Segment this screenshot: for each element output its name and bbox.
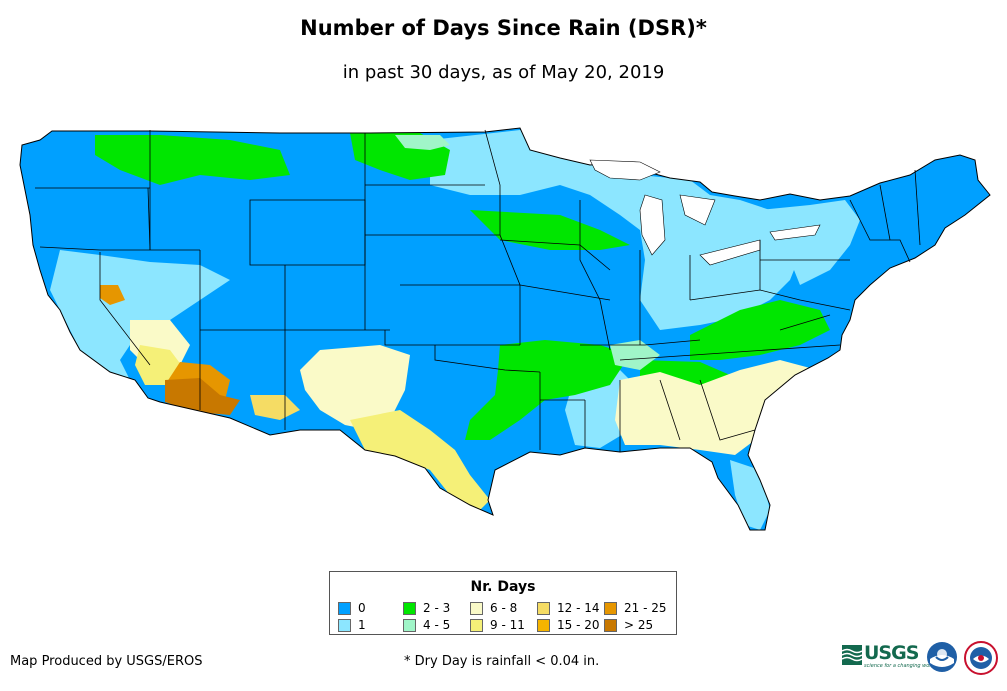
legend-swatch-6-8: [470, 601, 483, 615]
legend-label-12-14: 12 - 14: [557, 601, 600, 615]
dsr-zone-4-5-north: [395, 135, 450, 150]
legend-item-gt25: > 25: [604, 618, 653, 632]
dsr-zone-2-3-southcentral: [465, 340, 630, 440]
dsr-zone-9-11-texas: [350, 410, 490, 510]
us-map-svg: [19, 127, 991, 531]
legend-item-6-8: 6 - 8: [470, 601, 517, 615]
legend-box: Nr. Days 0 1 2 - 3 4 - 5 6 - 8 9 - 11 12…: [329, 571, 677, 635]
legend-swatch-9-11: [470, 618, 483, 632]
legend-label-4-5: 4 - 5: [423, 618, 451, 632]
usgs-tagline: science for a changing world: [864, 663, 936, 669]
map-title: Number of Days Since Rain (DSR)*: [300, 16, 707, 40]
legend-item-9-11: 9 - 11: [470, 618, 525, 632]
legend-label-9-11: 9 - 11: [490, 618, 525, 632]
dsr-zone-1-northcentral: [430, 130, 800, 330]
legend-item-4-5: 4 - 5: [403, 618, 450, 632]
dry-day-footnote: * Dry Day is rainfall < 0.04 in.: [404, 654, 600, 669]
legend-swatch-21-25: [604, 601, 617, 615]
lake-huron: [679, 194, 716, 226]
dsr-zone-2-3-midwest: [470, 210, 630, 250]
dsr-fill-layer: [20, 128, 990, 530]
map-credit: Map Produced by USGS/EROS: [10, 654, 203, 669]
dsr-zone-1-florida: [730, 460, 770, 530]
legend-label-15-20: 15 - 20: [557, 618, 600, 632]
usgs-logo-text: USGS: [864, 642, 919, 664]
legend-swatch-12-14: [537, 601, 550, 615]
lake-ontario: [769, 224, 821, 241]
usgs-logo: USGS science for a changing world: [842, 642, 936, 670]
dsr-zone-12-14-newmexico: [250, 395, 300, 420]
legend-swatch-0: [338, 601, 351, 615]
legend-swatch-2-3: [403, 601, 416, 615]
legend-swatch-1: [338, 618, 351, 632]
lake-superior: [589, 159, 661, 181]
dsr-zone-2-3-appalachia: [690, 300, 830, 360]
noaa-logo-icon: [927, 642, 957, 672]
dsr-zone-6-8-newmexico: [300, 345, 410, 430]
legend-label-21-25: 21 - 25: [624, 601, 667, 615]
legend-item-12-14: 12 - 14: [537, 601, 600, 615]
dsr-zone-6-8-southeast: [615, 360, 810, 455]
dsr-zone-1-northeast: [760, 200, 860, 285]
legend-item-2-3: 2 - 3: [403, 601, 450, 615]
dsr-map: [0, 120, 1007, 550]
dsr-zone-gt25-arizona: [165, 378, 240, 415]
legend-label-6-8: 6 - 8: [490, 601, 518, 615]
legend-title: Nr. Days: [470, 579, 536, 595]
legend-label-gt25: > 25: [624, 618, 654, 632]
legend-label-2-3: 2 - 3: [423, 601, 451, 615]
state-boundaries: [35, 129, 921, 452]
legend-label-1: 1: [358, 618, 366, 632]
lake-michigan: [639, 194, 666, 256]
legend-swatch-15-20: [537, 618, 550, 632]
us-outline: [19, 127, 991, 531]
agency-logos: USGS science for a changing world: [842, 638, 1002, 678]
legend-item-0: 0: [338, 601, 366, 615]
map-subtitle: in past 30 days, as of May 20, 2019: [342, 62, 665, 83]
dsr-zone-4-5-tennessee: [610, 340, 660, 370]
nws-logo-icon: [964, 641, 998, 675]
legend-item-1: 1: [338, 618, 366, 632]
legend-swatch-gt25: [604, 618, 617, 632]
dsr-zone-2-3-northwest: [95, 135, 290, 185]
legend-swatch-4-5: [403, 618, 416, 632]
dsr-zone-21-25-nevada: [100, 285, 125, 305]
legend-item-15-20: 15 - 20: [537, 618, 600, 632]
dsr-zone-1-west: [50, 250, 230, 380]
legend-label-0: 0: [358, 601, 366, 615]
usgs-wave-icon: [842, 645, 862, 665]
legend-item-21-25: 21 - 25: [604, 601, 667, 615]
